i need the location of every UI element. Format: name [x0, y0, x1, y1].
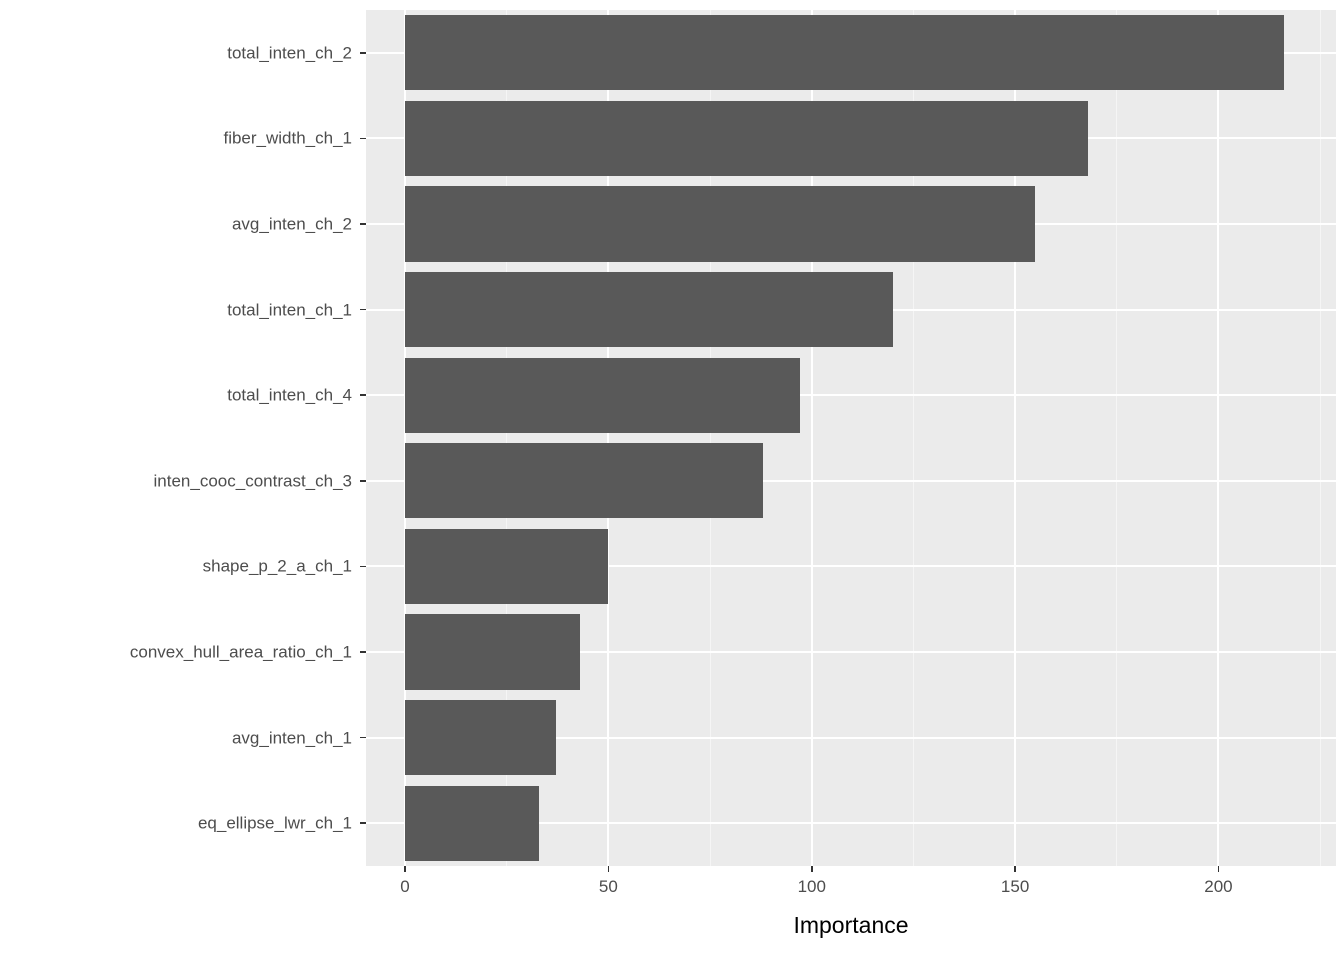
bar-shape_p_2_a_ch_1 — [405, 528, 609, 605]
y-tick-mark — [360, 223, 366, 225]
y-tick-label: avg_inten_ch_1 — [231, 728, 352, 748]
bar-avg_inten_ch_2 — [405, 186, 1036, 262]
y-tick-label: total_inten_ch_1 — [227, 300, 352, 320]
gridline-major-vertical — [404, 10, 407, 866]
x-axis-title: Importance — [793, 912, 909, 938]
x-tick-mark — [607, 866, 610, 872]
y-tick-mark — [360, 565, 366, 568]
bar-total_inten_ch_4 — [405, 357, 800, 433]
gridline-minor-vertical — [506, 10, 508, 866]
gridline-minor-vertical — [912, 10, 914, 866]
gridline-major-horizontal — [366, 479, 1336, 482]
bar-total_inten_ch_1 — [405, 271, 894, 348]
y-tick-mark — [360, 394, 366, 396]
gridline-major-vertical — [1217, 10, 1220, 866]
gridline-major-vertical — [607, 10, 610, 866]
x-tick-mark — [404, 866, 406, 872]
y-tick-mark — [360, 480, 366, 482]
gridline-minor-vertical — [1116, 10, 1118, 866]
gridline-major-vertical — [1014, 10, 1017, 866]
bar-eq_ellipse_lwr_ch_1 — [405, 785, 540, 861]
gridline-major-horizontal — [366, 565, 1336, 568]
y-tick-mark — [360, 736, 366, 739]
x-tick-mark — [811, 866, 813, 872]
gridline-minor-vertical — [1319, 10, 1321, 866]
bar-convex_hull_area_ratio_ch_1 — [405, 614, 580, 690]
y-tick-label: convex_hull_area_ratio_ch_1 — [129, 642, 352, 662]
plot-panel — [366, 10, 1336, 866]
x-tick-mark — [1217, 866, 1220, 872]
y-tick-label: total_inten_ch_2 — [227, 43, 352, 63]
bar-avg_inten_ch_1 — [405, 699, 556, 776]
y-tick-label: fiber_width_ch_1 — [223, 128, 352, 148]
y-tick-mark — [360, 651, 366, 653]
x-tick-label: 100 — [797, 877, 826, 896]
bar-fiber_width_ch_1 — [405, 100, 1089, 177]
y-tick-mark — [360, 308, 366, 311]
x-tick-mark — [1014, 866, 1016, 872]
gridline-major-horizontal — [366, 736, 1336, 739]
y-tick-label: shape_p_2_a_ch_1 — [202, 556, 352, 576]
gridline-major-horizontal — [366, 651, 1336, 653]
y-tick-label: avg_inten_ch_2 — [231, 214, 352, 234]
x-tick-label: 200 — [1204, 877, 1233, 896]
bar-total_inten_ch_2 — [405, 15, 1284, 91]
gridline-major-horizontal — [366, 822, 1336, 825]
gridline-major-vertical — [810, 10, 813, 866]
gridline-major-horizontal — [366, 394, 1336, 397]
bar-inten_cooc_contrast_ch_3 — [405, 443, 763, 519]
y-tick-mark — [360, 822, 366, 824]
y-tick-label: inten_cooc_contrast_ch_3 — [153, 471, 352, 491]
x-tick-label: 50 — [598, 877, 618, 896]
y-tick-mark — [360, 137, 366, 140]
gridline-minor-vertical — [709, 10, 711, 866]
y-tick-mark — [360, 52, 366, 54]
y-tick-label: eq_ellipse_lwr_ch_1 — [197, 813, 352, 833]
x-tick-label: 150 — [1000, 877, 1030, 896]
y-tick-label: total_inten_ch_4 — [227, 385, 352, 405]
x-tick-label: 0 — [400, 877, 410, 896]
